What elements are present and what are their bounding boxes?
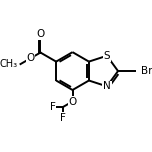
Text: Br: Br (141, 66, 152, 76)
Text: O: O (36, 29, 45, 39)
Text: CH₃: CH₃ (0, 59, 18, 69)
Text: O: O (26, 53, 35, 63)
Text: F: F (50, 102, 56, 112)
Text: F: F (60, 113, 66, 123)
Text: S: S (104, 51, 110, 61)
Text: O: O (68, 97, 77, 107)
Text: N: N (103, 81, 111, 91)
